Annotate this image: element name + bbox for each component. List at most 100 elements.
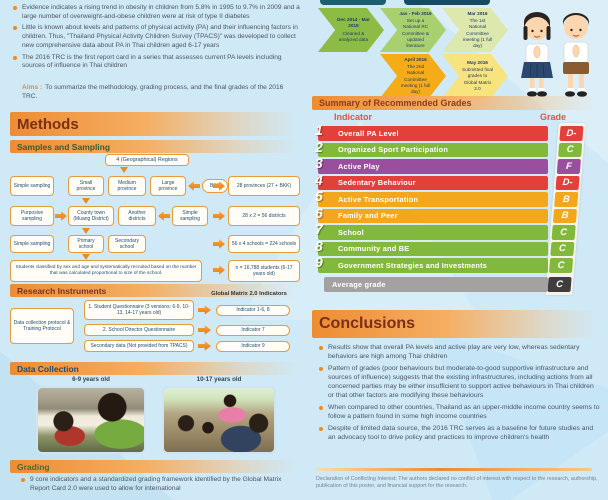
timeline-text: Cleaned & analyzed data bbox=[338, 30, 369, 42]
intro-bullet: The 2016 TRC is the first report card in… bbox=[12, 54, 300, 71]
indicator-label: Community and BE bbox=[338, 244, 410, 254]
boy-figure bbox=[563, 13, 589, 97]
aims-text: To summarize the methodology, grading pr… bbox=[22, 84, 284, 100]
arrow-right-icon bbox=[55, 211, 67, 221]
indicator-row: 2 Organized Sport Participation bbox=[315, 139, 548, 157]
grades-table: Indicator Grade D- C F D- B B C C C C 1 O… bbox=[312, 112, 602, 304]
summary-heading-band: Summary of Recommended Grades bbox=[312, 96, 608, 110]
research-heading: Research Instruments bbox=[17, 285, 107, 296]
timeline-date: May 2016 bbox=[467, 60, 488, 66]
indicator-row: 7 School bbox=[315, 221, 548, 240]
arrow-left-icon bbox=[158, 211, 170, 221]
indicator-row: 4 Sedentary Behaviour bbox=[315, 172, 548, 190]
arrow-right-icon bbox=[198, 341, 211, 351]
data-collection-heading-band: Data Collection bbox=[10, 362, 309, 375]
indicator-label: Family and Peer bbox=[338, 211, 398, 221]
down-arrow-icon bbox=[120, 167, 128, 173]
samples-heading: Samples and Sampling bbox=[17, 141, 111, 152]
research-heading-band: Research Instruments bbox=[10, 284, 309, 297]
introduction-section: Evidence indicates a rising trend in obe… bbox=[12, 4, 300, 74]
grade-badge: B bbox=[554, 192, 579, 207]
indicator-row: 6 Family and Peer bbox=[315, 205, 548, 223]
bullet-icon bbox=[319, 426, 323, 431]
indicator-label: Government Strategies and Investments bbox=[338, 260, 488, 270]
arrow-right-icon bbox=[213, 239, 225, 249]
methods-title: Methods bbox=[17, 115, 79, 133]
photo-6-9-years bbox=[36, 386, 146, 454]
conclusion-bullet: Pattern of grades (poor behaviours but m… bbox=[318, 365, 600, 401]
conclusions-header-band: Conclusions bbox=[312, 310, 608, 338]
timeline-text: Submitted final grades to Global Matrix … bbox=[461, 67, 493, 91]
sampling-result-box: n = 16,788 students (6-17 years old) bbox=[228, 260, 300, 282]
indicator-number: 8 bbox=[315, 237, 323, 254]
sampling-box: Secondary school bbox=[108, 235, 146, 253]
indicator-row: 3 Active Play bbox=[315, 155, 548, 174]
grading-heading: Grading bbox=[17, 461, 50, 472]
arrow-right-icon bbox=[213, 265, 225, 275]
sampling-box: County town (Muang District) bbox=[68, 206, 114, 226]
intro-bullet-text: The 2016 TRC is the first report card in… bbox=[22, 53, 282, 70]
sampling-result-box: 28 x 2 = 56 districts bbox=[228, 206, 300, 226]
indicator-number: 1 bbox=[315, 122, 323, 138]
samples-heading-band: Samples and Sampling bbox=[10, 140, 309, 153]
conclusion-bullet-text: When compared to other countries, Thaila… bbox=[328, 403, 600, 420]
indicator-number: 3 bbox=[315, 155, 323, 171]
photo-10-17-years bbox=[162, 386, 276, 454]
sampling-method-box: Purposive sampling bbox=[10, 206, 54, 226]
grade-strip: D- C F D- B B C C C C bbox=[545, 123, 586, 295]
instrument-box: 2. School Director Questionnaire bbox=[84, 324, 194, 336]
arrow-right-icon bbox=[213, 211, 225, 221]
bullet-icon bbox=[13, 55, 17, 60]
research-instruments-flow: Global Matrix 2.0 Indicators Data collec… bbox=[10, 291, 302, 358]
intro-bullet: Little is known about levels and pattern… bbox=[12, 24, 300, 50]
indicator-label: School bbox=[338, 227, 364, 237]
grade-badge: D- bbox=[555, 175, 580, 190]
bullet-icon bbox=[319, 346, 323, 350]
column-header-grade: Grade bbox=[540, 112, 567, 122]
arrow-right-icon bbox=[198, 305, 211, 315]
intro-bullet-text: Little is known about levels and pattern… bbox=[22, 24, 298, 49]
girl-figure bbox=[521, 12, 553, 97]
indicator-row: 1 Overall PA Level bbox=[315, 122, 548, 141]
sampling-box: Medium province bbox=[108, 176, 146, 196]
methods-header-band: Methods bbox=[10, 112, 309, 136]
cutoff-timeline-item bbox=[404, 0, 490, 5]
sampling-box-regions: 4 (Geographical) Regions bbox=[105, 154, 189, 166]
down-arrow-icon bbox=[82, 228, 90, 234]
indicator-label: Sedentary Behaviour bbox=[338, 178, 416, 188]
conclusion-bullet: Results show that overall PA levels and … bbox=[318, 344, 600, 362]
conclusion-bullet: When compared to other countries, Thaila… bbox=[318, 404, 600, 422]
indicator-row: 9 Government Strategies and Investments bbox=[315, 254, 548, 273]
timeline-step: Mar 2016 The 1st National Committee meet… bbox=[442, 8, 508, 52]
conclusions-section: Results show that overall PA levels and … bbox=[318, 344, 600, 446]
indicator-number: 5 bbox=[315, 188, 323, 204]
timeline-step: Jan - Feb 2016 Set up a National RC Comm… bbox=[380, 8, 446, 52]
indicator-pill: Indicator 9 bbox=[216, 341, 290, 352]
timeline-date: Mar 2016 bbox=[467, 11, 488, 17]
indicator-number: 9 bbox=[315, 254, 323, 270]
indicator-pill: Indicator 7 bbox=[216, 325, 290, 336]
grading-heading-band: Grading bbox=[10, 460, 309, 473]
grade-badge: C bbox=[550, 241, 575, 256]
timeline-text: Set up a National RC Committee & updated… bbox=[401, 18, 430, 48]
average-grade-label: Average grade bbox=[332, 279, 386, 289]
indicator-label: Overall PA Level bbox=[338, 128, 399, 138]
photo-caption: 10-17 years old bbox=[196, 376, 242, 383]
grading-bullet: 9 core indicators and a standardized gra… bbox=[20, 476, 300, 494]
grade-badge: F bbox=[556, 159, 581, 174]
bullet-icon bbox=[13, 26, 17, 31]
arrow-right-icon bbox=[198, 325, 211, 335]
intro-bullet-text: Evidence indicates a rising trend in obe… bbox=[22, 4, 300, 20]
sampling-method-box: Simple sampling bbox=[10, 235, 54, 253]
column-header-indicator: Indicator bbox=[334, 112, 373, 122]
indicator-label: Active Transportation bbox=[338, 194, 419, 204]
data-collection-photos: 6-9 years old 10-17 years old bbox=[10, 376, 302, 458]
data-collection-heading: Data Collection bbox=[17, 363, 79, 374]
instrument-box: 1. Student Questionnaire (3 versions: 6-… bbox=[84, 300, 194, 320]
grade-badge: C bbox=[551, 225, 576, 240]
down-arrow-icon bbox=[82, 198, 90, 204]
timeline-text: The 1st National Committee meeting (1 fu… bbox=[462, 18, 493, 48]
indicator-row: 8 Community and BE bbox=[315, 238, 548, 256]
bullet-icon bbox=[319, 366, 323, 371]
grade-badge: B bbox=[552, 208, 578, 223]
